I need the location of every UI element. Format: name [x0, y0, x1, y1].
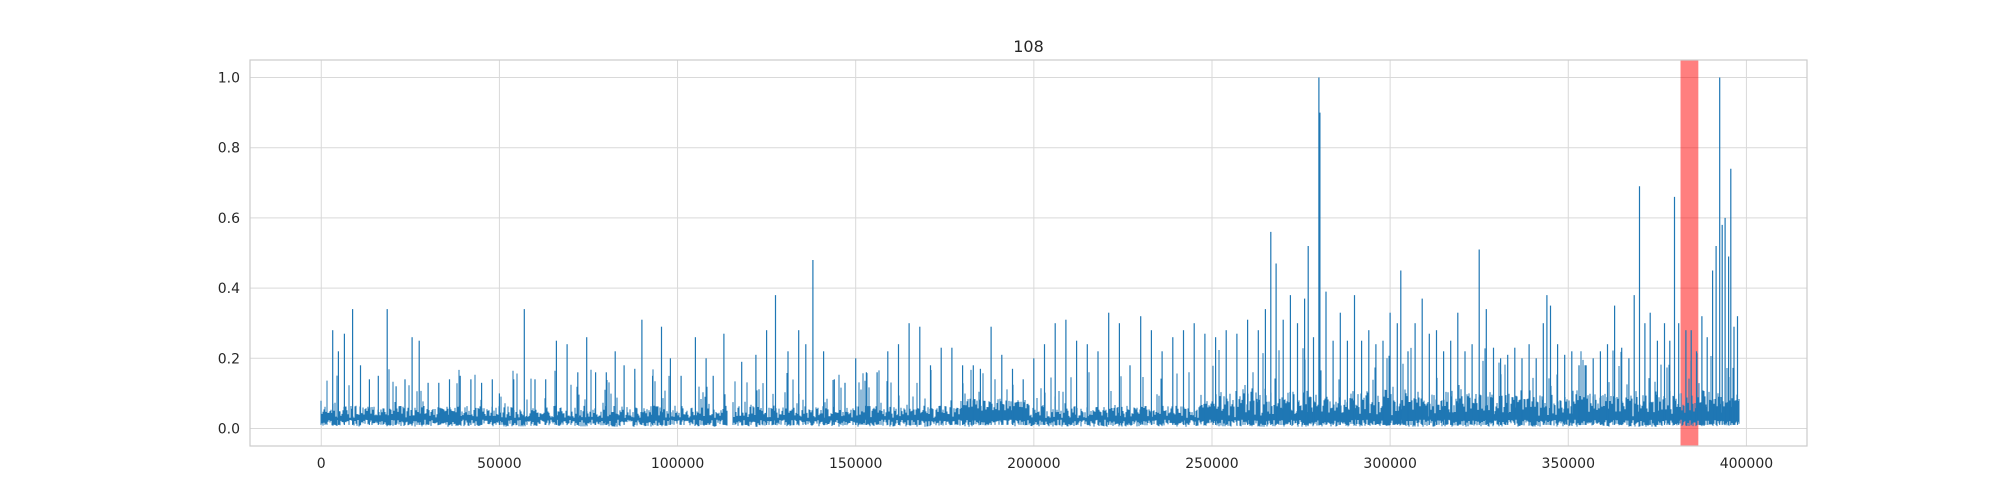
x-tick-label: 0: [317, 456, 326, 472]
x-tick-label: 350000: [1542, 456, 1595, 472]
chart-title: 108: [1013, 37, 1044, 56]
x-tick-label: 150000: [829, 456, 882, 472]
x-tick-label: 200000: [1007, 456, 1060, 472]
highlight-region: [1680, 60, 1699, 446]
x-tick-label: 100000: [651, 456, 704, 472]
y-tick-label: 0.2: [218, 351, 240, 367]
highlight-region-layer: [1680, 60, 1699, 446]
x-tick-label: 250000: [1185, 456, 1238, 472]
y-tick-label: 0.0: [218, 421, 240, 437]
x-tick-label: 400000: [1720, 456, 1773, 472]
grid-lines: [250, 60, 1807, 446]
y-tick-label: 0.6: [218, 211, 240, 227]
x-tick-label: 300000: [1363, 456, 1416, 472]
series-layer: [320, 77, 1740, 427]
y-tick-label: 0.4: [218, 281, 240, 297]
x-tick-label: 50000: [477, 456, 522, 472]
y-tick-label: 1.0: [218, 71, 240, 87]
y-tick-label: 0.8: [218, 141, 240, 157]
x-axis-ticks: 0 50000 100000 150000 200000 250000 300000 3500…: [317, 456, 1773, 472]
series-noise-band: [320, 388, 1740, 427]
plot-frame: [249, 59, 1808, 447]
y-axis-ticks: 0.0 0.2 0.4 0.6 0.8 1.0: [218, 71, 240, 438]
